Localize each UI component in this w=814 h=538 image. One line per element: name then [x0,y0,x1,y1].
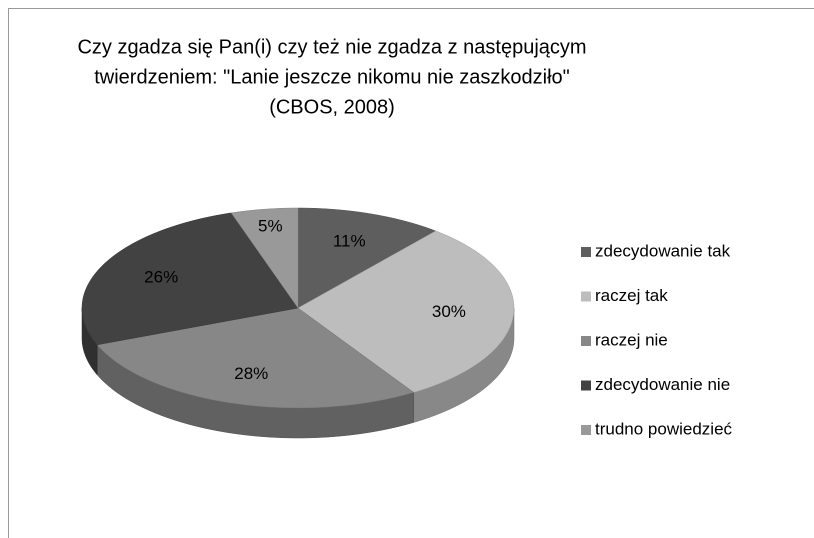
value-label: 30% [432,302,466,321]
legend-label: trudno powiedzieć [595,419,733,438]
legend-swatch [581,425,591,435]
legend-swatch [581,291,591,302]
value-label: 11% [333,232,366,251]
slice [230,207,299,309]
value-label: 5% [258,216,283,235]
chart-title: (CBOS, 2008) [269,96,395,118]
legend-label: raczej nie [595,330,668,349]
legend-label: zdecydowanie nie [595,375,730,394]
chart-title: Czy zgadza się Pan(i) czy też nie zgadza… [77,36,586,58]
legend-label: zdecydowanie tak [595,241,731,260]
legend-swatch [581,247,591,257]
value-label: 26% [144,268,178,287]
slice [96,307,415,409]
slice [297,207,437,309]
chart-frame [8,8,814,538]
slice [81,212,299,346]
value-label: 28% [234,364,268,383]
legend-swatch [581,380,591,391]
chart-title: twierdzeniem: "Lanie jeszcze nikomu nie … [94,66,570,88]
slice [297,230,515,393]
legend-swatch [581,336,591,346]
legend-label: raczej tak [595,286,668,305]
